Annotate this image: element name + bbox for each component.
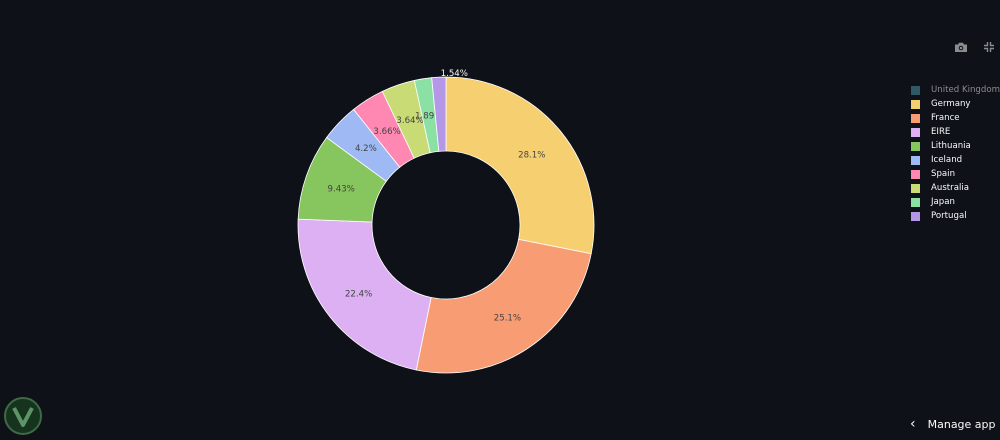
- slice-label-france: 25.1%: [494, 313, 521, 323]
- app-logo: [3, 396, 43, 436]
- legend-label: Germany: [931, 99, 971, 109]
- legend-label: Japan: [931, 197, 955, 207]
- manage-app-label: Manage app: [927, 417, 996, 431]
- legend-swatch: [911, 169, 920, 179]
- legend-label: Iceland: [931, 155, 963, 165]
- chart-legend: United Kingdom Germany France EIRE Lithuania…: [911, 83, 1000, 223]
- legend-item-spain[interactable]: Spain: [911, 167, 1000, 181]
- slice-label-australia: 3.64%: [396, 116, 423, 126]
- chart-toolbar: [952, 38, 998, 56]
- legend-swatch: [911, 197, 920, 207]
- legend-item-eire[interactable]: EIRE: [911, 125, 1000, 139]
- slice-label-spain: 3.66%: [373, 127, 400, 137]
- legend-label: United Kingdom: [931, 85, 1000, 95]
- chevron-left-icon: ‹: [910, 416, 916, 432]
- legend-swatch: [911, 141, 920, 151]
- legend-swatch: [911, 211, 920, 221]
- slice-label-portugal: 1.54%: [441, 69, 468, 79]
- camera-icon[interactable]: [952, 38, 970, 56]
- legend-item-portugal[interactable]: Portugal: [911, 209, 1000, 223]
- slice-label-germany: 28.1%: [518, 151, 545, 161]
- legend-item-lithuania[interactable]: Lithuania: [911, 139, 1000, 153]
- legend-label: Portugal: [931, 211, 967, 221]
- legend-swatch: [911, 113, 920, 123]
- legend-label: Lithuania: [931, 141, 971, 151]
- slice-label-japan: 1.89%: [415, 111, 442, 121]
- legend-swatch: [911, 155, 920, 165]
- slice-label-iceland: 4.2%: [355, 144, 377, 154]
- legend-swatch: [911, 127, 920, 137]
- legend-label: France: [931, 113, 960, 123]
- legend-item-australia[interactable]: Australia: [911, 181, 1000, 195]
- legend-item-iceland[interactable]: Iceland: [911, 153, 1000, 167]
- legend-item-japan[interactable]: Japan: [911, 195, 1000, 209]
- legend-swatch: [911, 99, 920, 109]
- slice-portugal[interactable]: [431, 76, 447, 152]
- legend-label: EIRE: [931, 127, 951, 137]
- legend-label: Australia: [931, 183, 970, 193]
- collapse-icon[interactable]: [980, 38, 998, 56]
- legend-item-france[interactable]: France: [911, 111, 1000, 125]
- legend-swatch: [911, 85, 920, 95]
- manage-app-button[interactable]: ‹ Manage app: [910, 412, 996, 436]
- legend-item-united-kingdom[interactable]: United Kingdom: [911, 83, 1000, 97]
- slice-france[interactable]: [415, 238, 592, 374]
- legend-swatch: [911, 183, 920, 193]
- slice-eire[interactable]: [297, 218, 432, 371]
- legend-item-germany[interactable]: Germany: [911, 97, 1000, 111]
- legend-label: Spain: [931, 169, 956, 179]
- slice-label-lithuania: 9.43%: [328, 184, 355, 194]
- slice-germany[interactable]: [445, 76, 595, 255]
- slice-label-eire: 22.4%: [345, 289, 372, 299]
